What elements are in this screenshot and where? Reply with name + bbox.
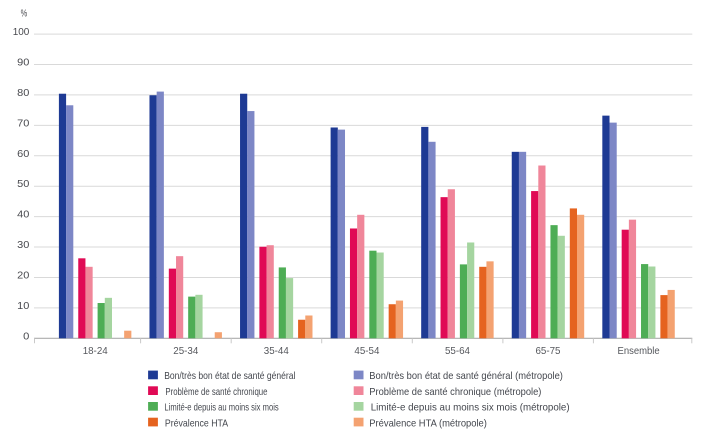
svg-text:18-24: 18-24 [83,346,108,357]
svg-text:Ensemble: Ensemble [618,346,660,357]
svg-text:40: 40 [17,209,29,221]
svg-text:Prévalence HTA (métropole): Prévalence HTA (métropole) [369,418,487,429]
svg-text:Bon/très bon état de santé gén: Bon/très bon état de santé général [164,371,295,382]
svg-text:25-34: 25-34 [173,346,198,357]
svg-text:35-44: 35-44 [264,346,289,357]
svg-text:Limité-e depuis au moins six m: Limité-e depuis au moins six mois (métro… [371,403,570,414]
svg-text:50: 50 [17,178,29,190]
svg-text:Problème de santé chronique: Problème de santé chronique [165,387,267,398]
svg-text:0: 0 [23,330,29,342]
svg-text:10: 10 [17,300,29,312]
svg-text:Prévalence HTA: Prévalence HTA [165,418,228,429]
svg-text:45-54: 45-54 [354,346,379,357]
svg-text:90: 90 [17,57,29,69]
svg-text:30: 30 [17,239,29,251]
svg-text:Limité-e depuis au moins six m: Limité-e depuis au moins six mois [164,403,278,414]
svg-text:80: 80 [17,87,29,99]
svg-text:65-75: 65-75 [536,346,561,357]
svg-text:60: 60 [17,148,29,160]
svg-text:Problème de santé chronique (m: Problème de santé chronique (métropole) [369,387,541,398]
svg-text:55-64: 55-64 [445,346,470,357]
svg-text:%: % [21,7,28,19]
svg-text:Bon/très bon état de santé gén: Bon/très bon état de santé général (métr… [369,371,563,382]
svg-text:20: 20 [17,270,29,282]
svg-text:100: 100 [13,26,30,38]
svg-text:70: 70 [17,117,29,129]
